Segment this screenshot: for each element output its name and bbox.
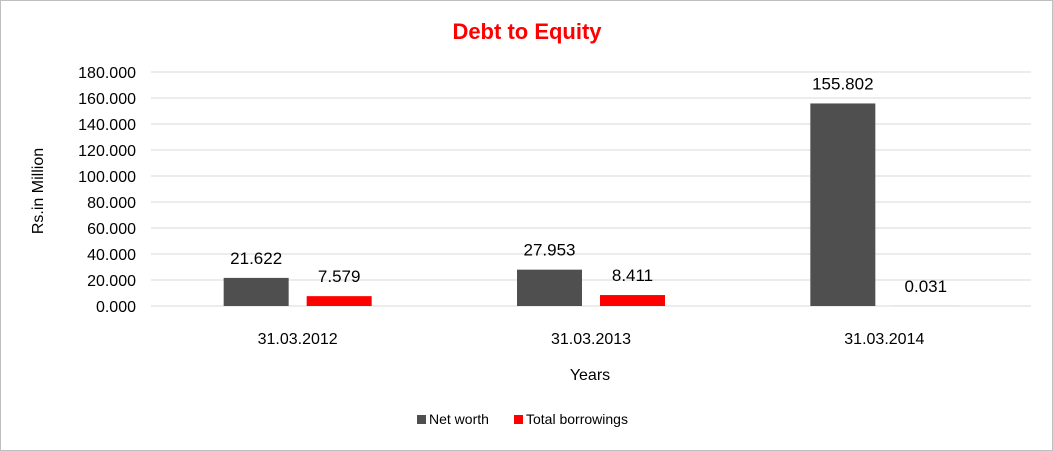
data-label: 27.953 — [524, 241, 576, 260]
legend-swatch — [514, 415, 523, 424]
bars — [223, 103, 959, 306]
y-tick-label: 100.000 — [78, 169, 136, 186]
legend-swatch — [417, 415, 426, 424]
legend-label: Total borrowings — [526, 411, 628, 427]
y-tick-label: 160.000 — [78, 91, 136, 108]
data-label: 0.031 — [905, 277, 948, 296]
y-tick-label: 40.000 — [87, 247, 136, 264]
legend: Net worth Total borrowings — [417, 411, 628, 427]
data-labels: 21.622 7.579 27.953 8.411 155.802 0.031 — [230, 74, 947, 296]
bar-net-worth-0 — [223, 277, 289, 306]
x-axis-tick-labels: 31.03.2012 31.03.2013 31.03.2014 — [258, 331, 925, 348]
bar-total-borrowings-1 — [600, 295, 665, 306]
data-label: 7.579 — [318, 267, 361, 286]
y-tick-label: 0.000 — [96, 299, 136, 316]
data-label: 8.411 — [612, 266, 653, 285]
bar-total-borrowings-0 — [306, 296, 372, 306]
x-tick-label: 31.03.2014 — [844, 331, 924, 348]
x-tick-label: 31.03.2012 — [258, 331, 338, 348]
y-axis-title: Rs.in Million — [30, 148, 47, 234]
legend-label: Net worth — [429, 411, 489, 427]
y-tick-label: 120.000 — [78, 143, 136, 160]
data-label: 21.622 — [230, 249, 282, 268]
y-tick-label: 80.000 — [87, 195, 136, 212]
y-tick-label: 180.000 — [78, 65, 136, 82]
y-tick-label: 140.000 — [78, 117, 136, 134]
bar-net-worth-2 — [810, 103, 876, 306]
chart-title: Debt to Equity — [452, 19, 602, 44]
x-axis-title: Years — [570, 367, 610, 384]
y-tick-label: 60.000 — [87, 221, 136, 238]
y-axis-tick-labels: 0.000 20.000 40.000 60.000 80.000 100.000 120.… — [78, 65, 136, 316]
gridlines — [151, 71, 1031, 307]
x-tick-label: 31.03.2013 — [551, 331, 631, 348]
y-tick-label: 20.000 — [87, 273, 136, 290]
bar-net-worth-1 — [517, 269, 582, 306]
data-label: 155.802 — [812, 74, 873, 93]
